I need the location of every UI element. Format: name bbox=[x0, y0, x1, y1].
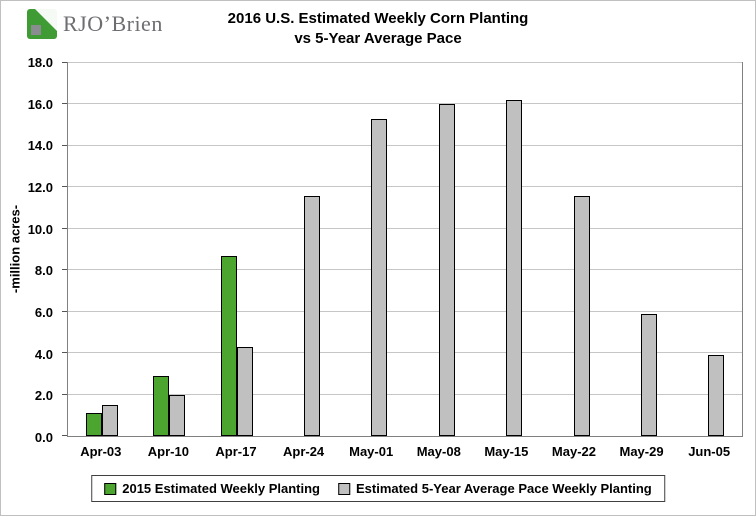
bar bbox=[573, 195, 590, 436]
y-axis-tick bbox=[62, 186, 67, 188]
x-axis-tick-label: May-15 bbox=[484, 444, 529, 459]
bar-group bbox=[68, 63, 135, 436]
x-axis-tick-label: May-08 bbox=[416, 444, 461, 459]
bar bbox=[220, 255, 237, 436]
y-axis-tick bbox=[62, 269, 67, 271]
y-axis-tick bbox=[62, 310, 67, 312]
y-axis-tick bbox=[62, 352, 67, 354]
chart-title-line2: vs 5-Year Average Pace bbox=[294, 30, 462, 47]
chart-title: 2016 U.S. Estimated Weekly Corn Planting… bbox=[1, 9, 755, 49]
plot-area bbox=[62, 62, 743, 437]
y-axis-tick bbox=[62, 393, 67, 395]
y-axis-tick-label: 8.0 bbox=[34, 263, 53, 279]
gridline bbox=[68, 144, 742, 146]
y-axis-tick-label: 4.0 bbox=[34, 346, 53, 362]
x-axis-tick-label: Apr-10 bbox=[147, 444, 189, 459]
y-axis-tick-label: 12.0 bbox=[27, 180, 53, 196]
y-axis-tick bbox=[62, 62, 67, 63]
y-axis-tick bbox=[62, 435, 67, 436]
rjo-brien-logo-icon bbox=[27, 9, 57, 39]
y-axis-tick bbox=[62, 144, 67, 146]
bar bbox=[85, 413, 102, 436]
bar-group bbox=[675, 63, 742, 436]
bar-group bbox=[607, 63, 674, 436]
legend-swatch-5yr-average bbox=[337, 482, 350, 495]
gridline bbox=[68, 310, 742, 312]
bar bbox=[236, 346, 253, 436]
gridline bbox=[68, 227, 742, 229]
gridline bbox=[68, 393, 742, 395]
x-axis-tick-label: May-01 bbox=[349, 444, 394, 459]
bar bbox=[640, 313, 657, 436]
gridline bbox=[68, 352, 742, 354]
x-axis-tick-label: Apr-03 bbox=[80, 444, 122, 459]
gridline bbox=[68, 186, 742, 188]
gridline bbox=[68, 269, 742, 271]
x-axis-tick-label: Jun-05 bbox=[688, 444, 731, 459]
legend: 2015 Estimated Weekly Planting Estimated… bbox=[91, 475, 665, 502]
x-axis-labels: Apr-03 Apr-10 Apr-17 Apr-24 May-01 May-08 May-… bbox=[67, 444, 743, 459]
y-axis-tick-label: 6.0 bbox=[34, 305, 53, 321]
bar-group bbox=[405, 63, 472, 436]
bar-group bbox=[270, 63, 337, 436]
x-axis-tick-label: May-29 bbox=[619, 444, 664, 459]
x-axis-tick-label: May-22 bbox=[551, 444, 596, 459]
legend-item-5yr-average: Estimated 5-Year Average Pace Weekly Pla… bbox=[337, 481, 652, 496]
y-axis-tick-label: 16.0 bbox=[27, 96, 53, 112]
y-axis-tick bbox=[62, 103, 67, 105]
bar-group bbox=[540, 63, 607, 436]
gridline bbox=[68, 103, 742, 105]
bar bbox=[506, 100, 523, 436]
bar bbox=[708, 355, 725, 436]
y-axis-tick-label: 14.0 bbox=[27, 138, 53, 154]
gridline bbox=[68, 62, 742, 63]
chart-title-line1: 2016 U.S. Estimated Weekly Corn Planting bbox=[227, 10, 529, 27]
y-axis-labels: 0.0 2.0 4.0 6.0 8.0 10.0 12.0 14.0 16.0 18.0 bbox=[1, 55, 61, 445]
y-axis-tick-label: 2.0 bbox=[34, 388, 53, 404]
legend-swatch-2015 bbox=[104, 482, 117, 495]
bar-group bbox=[338, 63, 405, 436]
y-axis-tick bbox=[62, 227, 67, 229]
x-axis-tick-label: Apr-17 bbox=[215, 444, 257, 459]
y-axis-tick-label: 0.0 bbox=[34, 430, 53, 445]
rjo-brien-logo: RJO’Brien bbox=[27, 9, 163, 39]
bar bbox=[438, 104, 455, 436]
bar-group bbox=[203, 63, 270, 436]
bar bbox=[153, 375, 170, 436]
legend-label-5yr-average: Estimated 5-Year Average Pace Weekly Pla… bbox=[355, 481, 652, 496]
bars-row bbox=[68, 63, 742, 436]
x-axis-tick-label: Apr-24 bbox=[282, 444, 325, 459]
rjo-brien-logo-text: RJO’Brien bbox=[63, 11, 163, 36]
legend-item-2015: 2015 Estimated Weekly Planting bbox=[104, 481, 320, 496]
legend-label-2015: 2015 Estimated Weekly Planting bbox=[122, 481, 320, 496]
y-axis-tick-label: 10.0 bbox=[27, 221, 53, 237]
y-axis-tick-label: 18.0 bbox=[27, 55, 53, 70]
bar bbox=[371, 118, 388, 436]
bar bbox=[303, 195, 320, 436]
bar-group bbox=[135, 63, 202, 436]
bar bbox=[169, 394, 186, 436]
bar-group bbox=[472, 63, 539, 436]
bar bbox=[101, 404, 118, 436]
